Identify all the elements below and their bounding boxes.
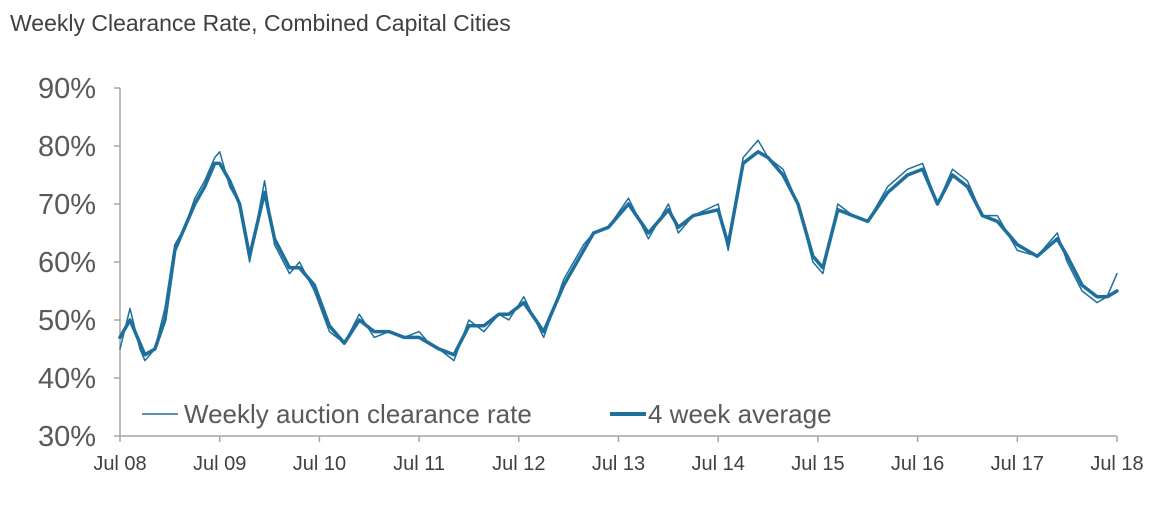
y-tick-label: 60% <box>38 247 96 279</box>
series-line-4-week-average <box>118 150 1119 357</box>
x-tick-label: Jul 11 <box>393 453 445 475</box>
series-line-weekly-clearance <box>119 139 1118 362</box>
y-tick-label: 70% <box>38 189 96 221</box>
x-tick-label: Jul 13 <box>592 453 645 475</box>
legend-label-weekly: Weekly auction clearance rate <box>184 399 532 429</box>
y-tick-label: 40% <box>38 363 96 395</box>
legend-label-average: 4 week average <box>648 399 832 429</box>
x-tick-label: Jul 15 <box>791 453 844 475</box>
y-tick-label: 80% <box>38 131 96 163</box>
x-axis: Jul 08 Jul 09 Jul 10 Jul 11 Jul 12 Jul 13 Jul … <box>93 435 1144 475</box>
x-tick-label: Jul 10 <box>293 453 346 475</box>
x-tick-label: Jul 08 <box>93 453 146 475</box>
x-tick-label: Jul 18 <box>1090 453 1143 475</box>
x-tick-label: Jul 17 <box>991 453 1044 475</box>
legend: Weekly auction clearance rate 4 week ave… <box>142 399 832 429</box>
y-tick-label: 30% <box>38 421 96 453</box>
x-tick-label: Jul 14 <box>692 453 745 475</box>
y-tick-label: 50% <box>38 305 96 337</box>
x-tick-label: Jul 16 <box>891 453 944 475</box>
x-tick-label: Jul 09 <box>193 453 246 475</box>
x-tick-label: Jul 12 <box>492 453 545 475</box>
y-axis: 30% 40% 50% 60% 70% 80% 90% <box>38 73 121 453</box>
y-tick-label: 90% <box>38 73 96 105</box>
series-layer <box>118 139 1119 362</box>
chart-title: Weekly Clearance Rate, Combined Capital … <box>10 10 511 36</box>
